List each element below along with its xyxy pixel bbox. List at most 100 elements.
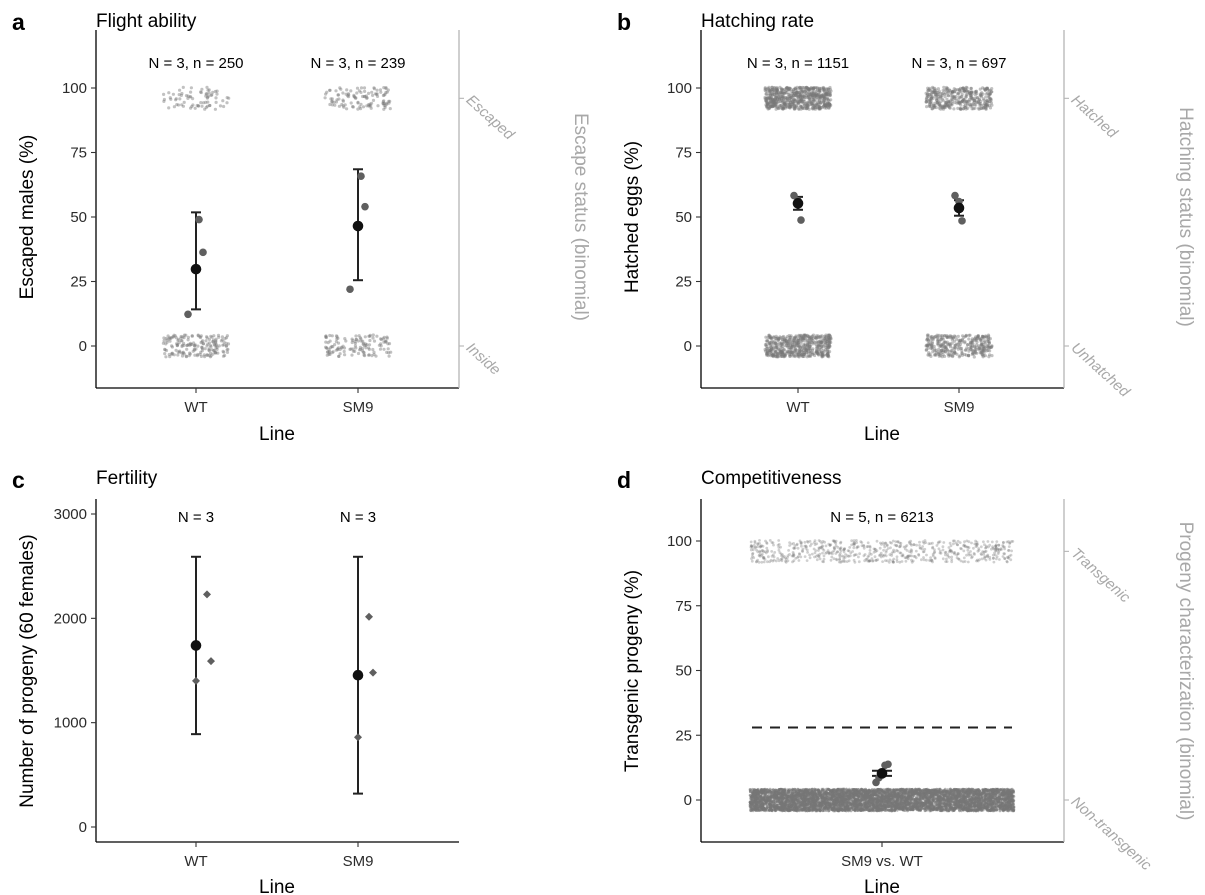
jitter-point	[838, 547, 842, 550]
jitter-point	[953, 339, 957, 343]
jitter-point	[198, 335, 202, 339]
jitter-point	[324, 335, 328, 339]
jitter-point	[880, 543, 883, 546]
jitter-point	[206, 88, 210, 92]
jitter-point	[821, 85, 825, 90]
jitter-point	[172, 333, 176, 337]
jitter-point	[368, 334, 372, 338]
jitter-point	[832, 539, 836, 543]
jitter-point	[204, 100, 208, 104]
jitter-point	[817, 335, 821, 339]
jitter-point	[944, 550, 948, 554]
jitter-point	[967, 97, 972, 101]
jitter-point	[359, 339, 363, 343]
jitter-point	[962, 556, 966, 560]
jitter-point	[371, 333, 375, 337]
jitter-point	[839, 540, 843, 544]
jitter-point	[756, 558, 759, 562]
jitter-point	[793, 99, 797, 103]
jitter-point	[337, 354, 341, 358]
jitter-point	[767, 85, 771, 89]
jitter-point	[207, 347, 211, 351]
jitter-point	[754, 545, 757, 549]
jitter-point	[959, 347, 963, 351]
jitter-point	[198, 352, 202, 356]
jitter-point	[948, 541, 952, 545]
jitter-point	[357, 334, 361, 338]
jitter-point	[925, 553, 928, 557]
jitter-point	[852, 546, 856, 550]
jitter-point	[337, 104, 341, 108]
sample-size-annotation: N = 3	[178, 509, 214, 526]
jitter-point	[824, 544, 828, 548]
jitter-point	[791, 91, 796, 95]
jitter-point	[180, 351, 184, 355]
jitter-point	[226, 347, 230, 351]
jitter-point	[171, 335, 175, 339]
jitter-point	[759, 545, 762, 549]
jitter-point	[199, 334, 203, 338]
jitter-point	[199, 101, 203, 105]
jitter-point	[205, 336, 209, 340]
right-tick-label: Escaped	[463, 92, 518, 144]
jitter-point	[819, 546, 823, 550]
jitter-point	[772, 346, 776, 350]
jitter-point	[925, 105, 929, 109]
jitter-point	[363, 89, 367, 93]
jitter-point	[771, 100, 776, 104]
jitter-point	[381, 100, 385, 104]
jitter-point	[162, 336, 166, 340]
jitter-point	[180, 91, 184, 96]
jitter-point	[189, 342, 193, 346]
jitter-point	[994, 548, 998, 552]
jitter-point	[361, 339, 365, 343]
jitter-point	[167, 106, 171, 110]
jitter-point	[381, 101, 385, 105]
jitter-point	[213, 350, 217, 354]
jitter-point	[325, 346, 329, 350]
jitter-point	[218, 104, 223, 108]
jitter-point	[767, 88, 772, 92]
jitter-point	[330, 103, 334, 107]
jitter-point	[343, 337, 347, 341]
jitter-point	[997, 543, 1001, 547]
jitter-point	[967, 551, 971, 555]
jitter-point	[367, 91, 371, 95]
jitter-point	[819, 105, 823, 109]
jitter-point	[898, 560, 902, 564]
jitter-point	[796, 546, 800, 550]
jitter-point	[207, 348, 211, 352]
jitter-point	[180, 103, 184, 107]
jitter-point	[925, 333, 930, 337]
jitter-point	[347, 95, 351, 99]
jitter-point	[354, 334, 358, 338]
jitter-point	[943, 350, 948, 354]
jitter-point	[363, 335, 367, 339]
jitter-point	[349, 347, 353, 351]
jitter-point	[804, 544, 808, 548]
jitter-point	[983, 550, 987, 553]
y-tick-label: 50	[675, 209, 692, 226]
jitter-point	[962, 549, 966, 553]
jitter-point	[884, 554, 888, 558]
jitter-point	[762, 550, 765, 553]
mean-point	[352, 220, 364, 232]
jitter-point	[782, 106, 786, 110]
jitter-point	[193, 353, 197, 357]
jitter-point	[805, 559, 809, 562]
jitter-point	[180, 339, 184, 343]
jitter-point	[221, 349, 225, 353]
jitter-point	[375, 88, 379, 92]
jitter-point	[794, 90, 799, 94]
jitter-point	[171, 92, 175, 96]
jitter-point	[749, 548, 753, 552]
jitter-point	[965, 346, 969, 350]
jitter-point	[202, 342, 206, 346]
jitter-point	[813, 97, 817, 101]
jitter-point	[200, 345, 204, 350]
jitter-point	[867, 554, 871, 557]
jitter-point	[332, 100, 336, 104]
jitter-point	[926, 89, 931, 93]
jitter-point	[764, 99, 769, 103]
jitter-point	[826, 96, 830, 100]
